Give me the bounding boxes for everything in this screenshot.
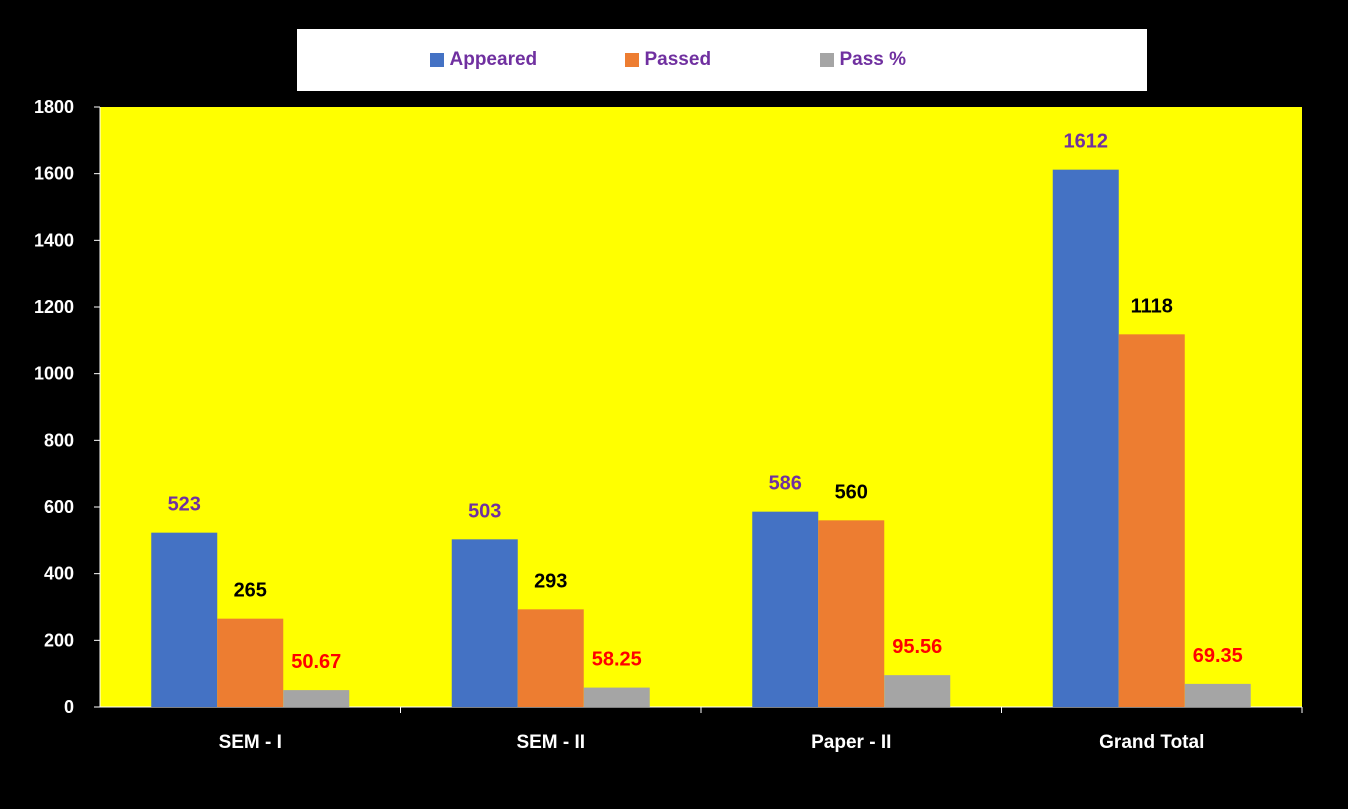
y-tick-label-1: 200 (44, 630, 74, 650)
bar-2-1 (583, 687, 650, 707)
bar-0-3 (1052, 169, 1119, 707)
bar-2-3 (1184, 683, 1251, 707)
data-label-0-1: 503 (468, 500, 501, 522)
bar-1-2 (818, 520, 885, 707)
y-tick-label-6: 1200 (34, 297, 74, 317)
bar-2-0 (283, 690, 350, 707)
data-label-2-3: 69.35 (1193, 645, 1243, 667)
data-label-1-0: 265 (234, 580, 267, 602)
bar-1-3 (1118, 334, 1185, 707)
legend-label-pass-percent: Pass % (839, 49, 907, 70)
y-tick-label-8: 1600 (34, 164, 74, 184)
bar-0-0 (151, 532, 218, 707)
x-tick-label-2: Paper - II (811, 732, 891, 753)
data-label-0-2: 586 (769, 473, 802, 495)
y-tick-label-3: 600 (44, 497, 74, 517)
x-tick-label-0: SEM - I (219, 732, 282, 753)
legend-item-pass-percent: Pass % (819, 49, 1015, 71)
legend-label-passed: Passed (644, 49, 712, 70)
data-label-0-3: 1612 (1064, 131, 1109, 153)
data-label-1-3: 1118 (1131, 295, 1173, 317)
x-tick-label-1: SEM - II (516, 732, 585, 753)
y-tick-label-7: 1400 (34, 230, 74, 250)
y-tick-label-4: 800 (44, 430, 74, 450)
bar-1-0 (217, 618, 284, 707)
legend-label-appeared: Appeared (449, 49, 538, 70)
y-tick-label-2: 400 (44, 564, 74, 584)
y-tick-label-0: 0 (64, 697, 74, 717)
bar-0-1 (451, 539, 518, 707)
data-label-1-1: 293 (534, 570, 567, 592)
legend-swatch-appeared (429, 53, 444, 67)
x-tick-label-3: Grand Total (1099, 732, 1204, 753)
bar-1-1 (517, 609, 584, 707)
data-label-2-0: 50.67 (291, 651, 341, 673)
legend-swatch-pass-percent (819, 53, 834, 67)
legend-item-appeared: Appeared (429, 49, 625, 71)
data-label-0-0: 523 (168, 494, 201, 516)
y-tick-label-9: 1800 (34, 97, 74, 117)
legend-item-passed: Passed (624, 49, 820, 71)
bar-0-2 (752, 511, 819, 707)
data-label-2-1: 58.25 (592, 649, 642, 671)
bar-2-2 (884, 675, 951, 707)
chart-legend: Appeared Passed Pass % (297, 29, 1147, 91)
y-tick-label-5: 1000 (34, 364, 74, 384)
legend-swatch-passed (624, 53, 639, 67)
data-label-1-2: 560 (835, 481, 868, 503)
data-label-2-2: 95.56 (892, 636, 942, 658)
